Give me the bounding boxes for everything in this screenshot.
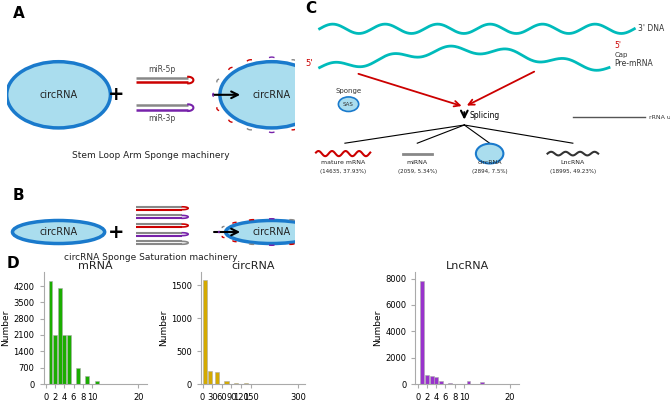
Text: Pre-mRNA: Pre-mRNA (614, 59, 653, 68)
Y-axis label: Number: Number (1, 310, 11, 346)
Text: Sponge: Sponge (336, 88, 362, 94)
Text: (2894, 7.5%): (2894, 7.5%) (472, 169, 507, 174)
Bar (58, 288, 62, 384)
Circle shape (226, 220, 318, 244)
Circle shape (476, 144, 503, 164)
Bar (62, 335, 66, 384)
Text: Stem Loop Arm Sponge machinery: Stem Loop Arm Sponge machinery (72, 151, 230, 160)
Y-axis label: Number: Number (159, 310, 168, 346)
Text: 5': 5' (305, 59, 312, 68)
Title: circRNA: circRNA (231, 261, 275, 271)
Text: circRNA: circRNA (253, 90, 291, 100)
Text: circRNA: circRNA (40, 90, 78, 100)
Title: mRNA: mRNA (78, 261, 113, 271)
Circle shape (13, 220, 105, 244)
Text: +: + (108, 85, 125, 104)
Bar (48, 281, 52, 384)
Circle shape (7, 62, 111, 128)
Bar (76, 368, 80, 384)
Text: B: B (13, 188, 24, 202)
Text: 3' DNA: 3' DNA (638, 24, 664, 33)
Text: circRNA Sponge Saturation machinery: circRNA Sponge Saturation machinery (64, 253, 237, 262)
Text: miR-3p: miR-3p (149, 114, 176, 123)
Text: A: A (13, 6, 24, 20)
Bar (420, 281, 424, 384)
Bar (234, 383, 239, 384)
Bar (53, 335, 57, 384)
Circle shape (220, 62, 324, 128)
Text: (18995, 49.23%): (18995, 49.23%) (550, 169, 596, 174)
Text: 5': 5' (614, 41, 622, 50)
Text: C: C (305, 1, 316, 16)
Bar (203, 280, 207, 384)
Text: miRNA: miRNA (407, 160, 428, 165)
Bar (425, 376, 429, 384)
Bar (224, 380, 228, 384)
Text: Cap: Cap (614, 52, 628, 58)
Text: Splicing: Splicing (470, 111, 500, 120)
Bar (208, 371, 212, 384)
Text: +: + (108, 222, 125, 242)
Bar (448, 383, 452, 384)
Text: (2059, 5.34%): (2059, 5.34%) (398, 169, 437, 174)
Bar (429, 376, 433, 384)
Circle shape (338, 97, 358, 112)
Text: circRNA: circRNA (253, 227, 291, 237)
Title: LncRNA: LncRNA (446, 261, 489, 271)
Bar (434, 377, 438, 384)
Text: D: D (7, 256, 19, 271)
Bar (439, 381, 443, 384)
Text: circRNA: circRNA (478, 160, 502, 165)
Text: (14635, 37.93%): (14635, 37.93%) (320, 169, 366, 174)
Bar (86, 376, 89, 384)
Bar (67, 335, 71, 384)
Y-axis label: Number: Number (373, 310, 383, 346)
Text: SAS: SAS (343, 102, 354, 107)
Bar (94, 380, 98, 384)
Text: miR-5p: miR-5p (149, 65, 176, 74)
Bar (466, 381, 470, 384)
Text: mature mRNA: mature mRNA (321, 160, 365, 165)
Bar (215, 372, 219, 384)
Text: circRNA: circRNA (40, 227, 78, 237)
Text: rRNA unidentified: rRNA unidentified (649, 115, 670, 120)
Text: LncRNA: LncRNA (561, 160, 585, 165)
Bar (480, 382, 484, 384)
